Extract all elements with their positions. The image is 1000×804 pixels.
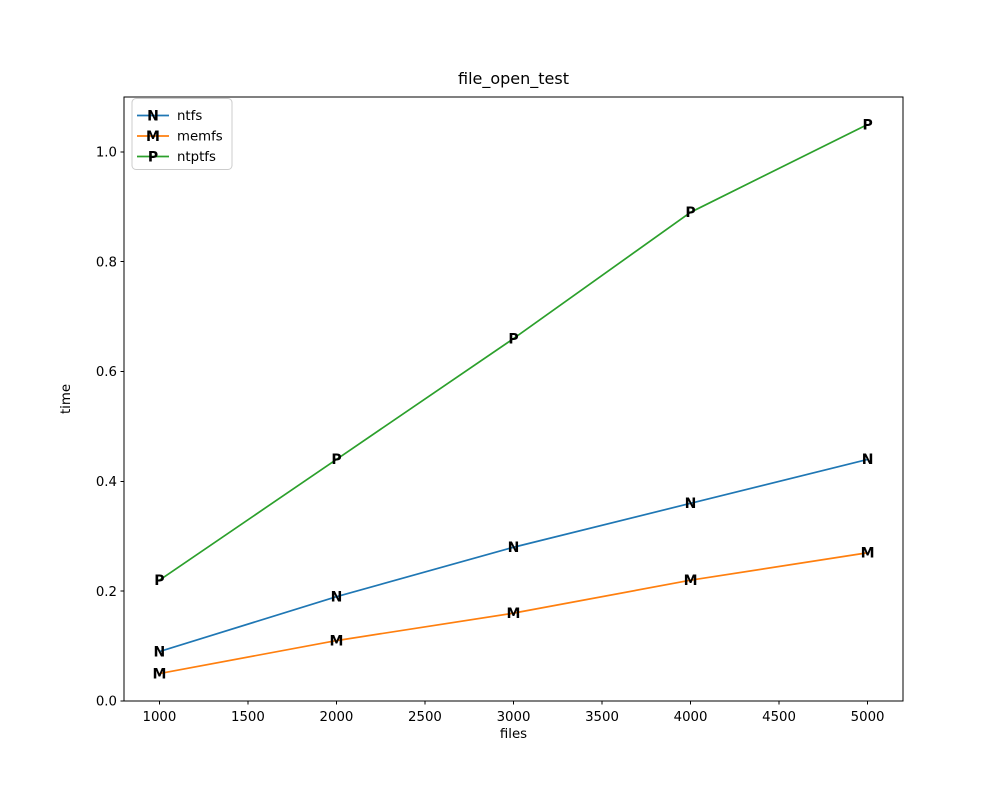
series-marker-memfs: M <box>861 546 875 562</box>
series-marker-ntptfs: P <box>154 573 164 589</box>
legend-label-ntfs: ntfs <box>177 109 202 124</box>
legend-label-ntptfs: ntptfs <box>177 150 216 165</box>
series-marker-ntptfs: P <box>685 205 695 221</box>
x-tick-label: 3500 <box>585 710 619 725</box>
series-marker-ntfs: N <box>508 540 520 556</box>
x-tick-label: 1500 <box>231 710 265 725</box>
series-marker-ntfs: N <box>685 496 697 512</box>
series-marker-memfs: M <box>329 633 343 649</box>
series-marker-ntptfs: P <box>508 331 518 347</box>
x-axis-label: files <box>500 727 527 742</box>
x-tick-label: 2000 <box>320 710 354 725</box>
series-marker-memfs: M <box>684 573 698 589</box>
x-tick-label: 4500 <box>762 710 796 725</box>
x-tick-label: 3000 <box>497 710 531 725</box>
series-marker-memfs: M <box>152 666 166 682</box>
y-tick-label: 0.4 <box>96 475 117 490</box>
series-marker-ntptfs: P <box>331 452 341 468</box>
legend-marker-memfs: M <box>146 129 160 145</box>
x-tick-label: 2500 <box>408 710 442 725</box>
y-tick-label: 0.0 <box>96 695 117 710</box>
series-line-memfs <box>159 551 868 675</box>
y-tick-label: 0.2 <box>96 585 117 600</box>
series-marker-ntfs: N <box>154 644 166 660</box>
x-tick-label: 1000 <box>142 710 176 725</box>
series-line-ntptfs <box>158 123 868 581</box>
series-marker-ntfs: N <box>862 452 874 468</box>
y-axis-label: time <box>59 384 74 414</box>
x-tick-label: 5000 <box>851 710 885 725</box>
series-marker-ntfs: N <box>331 589 343 605</box>
series-line-ntfs <box>159 458 868 653</box>
y-tick-label: 1.0 <box>96 146 117 161</box>
y-tick-label: 0.8 <box>96 255 117 270</box>
plot-area-group: 1000 1500 2000 2500 3000 3500 4000 4500 5000 0.0 0… <box>96 96 904 725</box>
series-marker-ntptfs: P <box>862 117 872 133</box>
legend-marker-ntptfs: P <box>148 149 158 165</box>
y-tick-label: 0.6 <box>96 365 117 380</box>
series-marker-memfs: M <box>507 606 521 622</box>
x-tick-label: 4000 <box>674 710 708 725</box>
legend-label-memfs: memfs <box>177 130 223 145</box>
chart-title: file_open_test <box>458 69 569 89</box>
legend-marker-ntfs: N <box>147 108 159 124</box>
